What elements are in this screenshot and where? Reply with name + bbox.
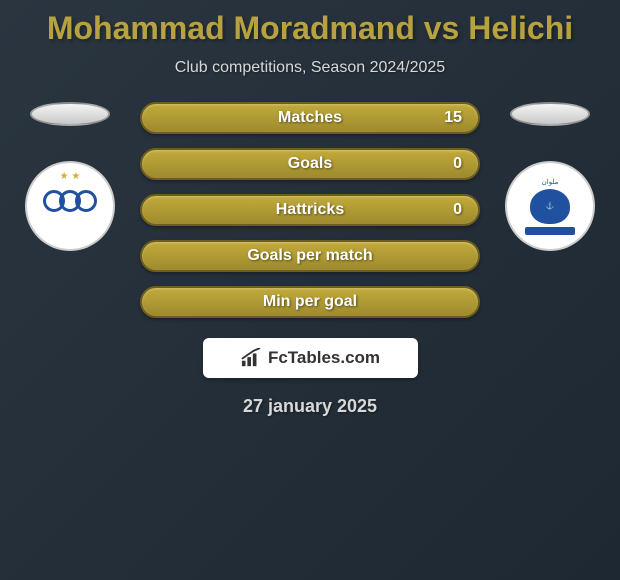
club-logo-left: ★ ★ bbox=[25, 161, 115, 251]
footer-badge[interactable]: FcTables.com bbox=[203, 338, 418, 378]
stat-bar-min-per-goal: Min per goal bbox=[140, 286, 480, 318]
right-column: ملوان ⚓ bbox=[500, 102, 600, 251]
logo-shield: ⚓ bbox=[530, 189, 570, 224]
club-logo-right: ملوان ⚓ bbox=[505, 161, 595, 251]
stat-value: 15 bbox=[444, 109, 462, 127]
esteghlal-logo: ★ ★ bbox=[35, 171, 105, 241]
malavan-logo: ملوان ⚓ bbox=[515, 171, 585, 241]
stat-bar-goals: Goals 0 bbox=[140, 148, 480, 180]
stats-column: Matches 15 Goals 0 Hattricks 0 Goals per… bbox=[140, 102, 480, 318]
logo-banner bbox=[525, 227, 575, 235]
main-row: ★ ★ Matches 15 Goals 0 Hattricks bbox=[0, 102, 620, 318]
brand-text: FcTables.com bbox=[268, 348, 380, 368]
brand-prefix: Fc bbox=[268, 348, 288, 367]
stat-label: Matches bbox=[278, 109, 342, 127]
comparison-card: Mohammad Moradmand vs Helichi Club compe… bbox=[0, 0, 620, 427]
page-title: Mohammad Moradmand vs Helichi bbox=[47, 10, 573, 47]
logo-stars: ★ ★ bbox=[35, 171, 105, 182]
logo-rings bbox=[43, 184, 98, 219]
stat-bar-hattricks: Hattricks 0 bbox=[140, 194, 480, 226]
chart-icon bbox=[240, 348, 262, 368]
stat-bar-goals-per-match: Goals per match bbox=[140, 240, 480, 272]
brand-suffix: Tables.com bbox=[288, 348, 380, 367]
stat-value: 0 bbox=[453, 201, 462, 219]
player-right-placeholder bbox=[510, 102, 590, 126]
stat-bar-matches: Matches 15 bbox=[140, 102, 480, 134]
subtitle: Club competitions, Season 2024/2025 bbox=[175, 59, 445, 77]
stat-label: Goals per match bbox=[247, 247, 372, 265]
stat-value: 0 bbox=[453, 155, 462, 173]
stat-label: Goals bbox=[288, 155, 332, 173]
left-column: ★ ★ bbox=[20, 102, 120, 251]
date-text: 27 january 2025 bbox=[243, 396, 377, 417]
player-left-placeholder bbox=[30, 102, 110, 126]
stat-label: Hattricks bbox=[276, 201, 344, 219]
logo-arc-text: ملوان bbox=[542, 178, 559, 186]
stat-label: Min per goal bbox=[263, 293, 357, 311]
